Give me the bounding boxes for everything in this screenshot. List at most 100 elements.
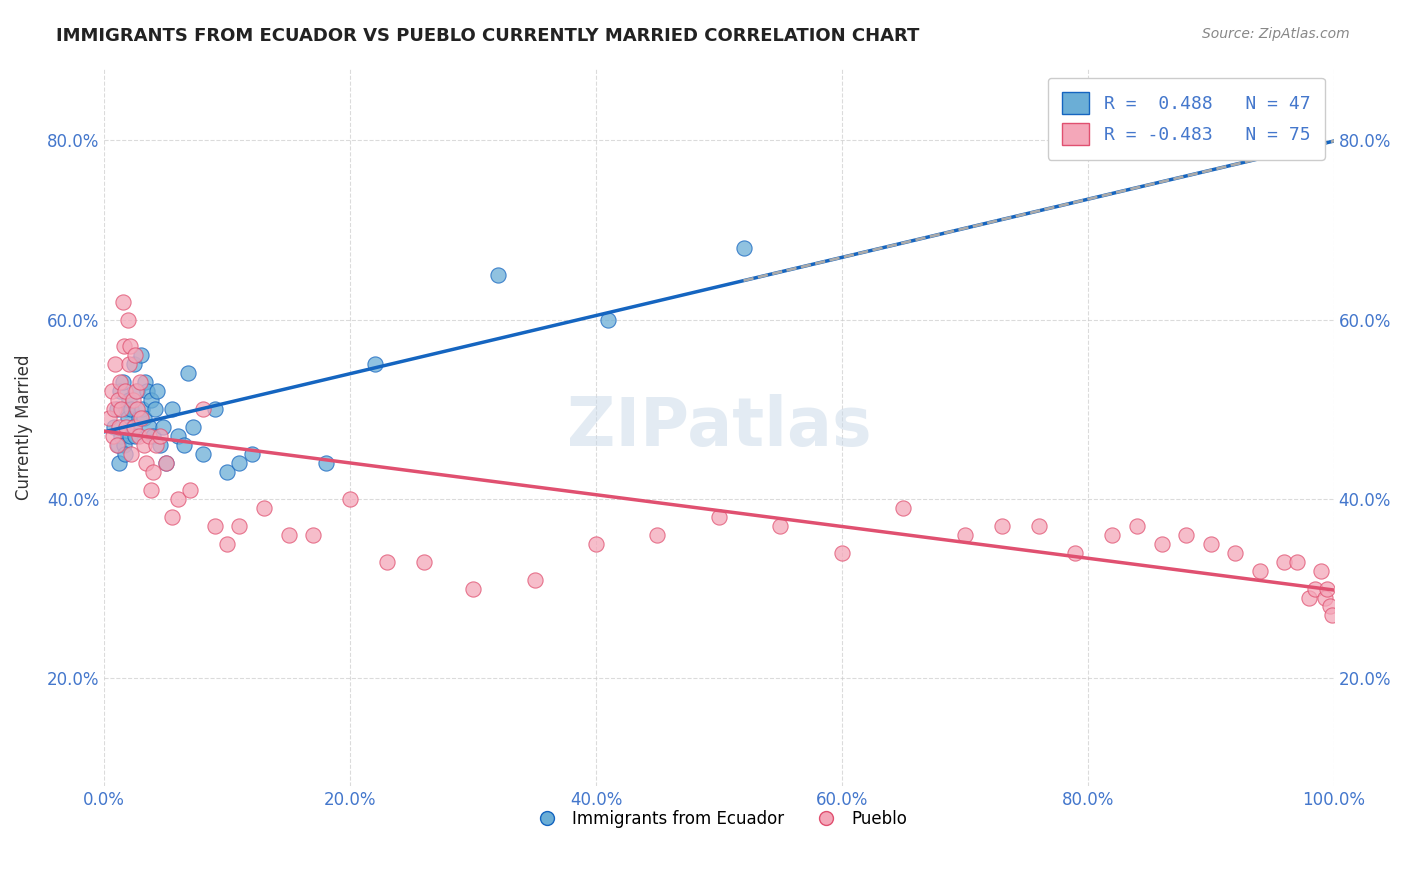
Point: [128, 411, 150, 425]
Point: [1249, 564, 1271, 578]
Point: [204, 402, 226, 417]
Point: [990, 518, 1012, 533]
Point: [115, 402, 138, 417]
Point: [120, 339, 142, 353]
Point: [136, 384, 159, 399]
Point: [142, 429, 165, 443]
Point: [228, 456, 250, 470]
Point: [120, 429, 142, 443]
Text: ZIPatlas: ZIPatlas: [567, 394, 872, 460]
Text: IMMIGRANTS FROM ECUADOR VS PUEBLO CURRENTLY MARRIED CORRELATION CHART: IMMIGRANTS FROM ECUADOR VS PUEBLO CURREN…: [56, 27, 920, 45]
Point: [103, 420, 125, 434]
Point: [1126, 518, 1149, 533]
Point: [152, 420, 174, 434]
Point: [107, 393, 129, 408]
Point: [953, 527, 976, 541]
Point: [121, 393, 143, 408]
Point: [104, 358, 127, 372]
Point: [167, 491, 190, 506]
Point: [177, 367, 200, 381]
Point: [98, 411, 121, 425]
Point: [181, 420, 204, 434]
Point: [108, 420, 131, 434]
Point: [1303, 582, 1326, 596]
Point: [114, 447, 136, 461]
Point: [1150, 537, 1173, 551]
Point: [134, 376, 156, 390]
Point: [1028, 518, 1050, 533]
Point: [125, 384, 148, 399]
Point: [707, 509, 730, 524]
Point: [167, 429, 190, 443]
Point: [1274, 555, 1296, 569]
Point: [240, 447, 263, 461]
Point: [139, 393, 162, 408]
Point: [486, 268, 509, 282]
Point: [110, 376, 132, 390]
Point: [127, 402, 149, 417]
Point: [117, 312, 139, 326]
Point: [112, 339, 135, 353]
Point: [129, 411, 152, 425]
Point: [110, 402, 132, 417]
Point: [1316, 582, 1339, 596]
Point: [160, 402, 183, 417]
Point: [118, 358, 141, 372]
Point: [412, 555, 434, 569]
Point: [138, 429, 160, 443]
Point: [277, 527, 299, 541]
Point: [160, 509, 183, 524]
Point: [101, 429, 124, 443]
Point: [108, 456, 131, 470]
Point: [1298, 591, 1320, 605]
Point: [135, 456, 157, 470]
Point: [375, 555, 398, 569]
Point: [145, 438, 167, 452]
Point: [1310, 564, 1333, 578]
Point: [128, 429, 150, 443]
Point: [107, 438, 129, 452]
Point: [132, 438, 155, 452]
Point: [1225, 546, 1247, 560]
Point: [100, 384, 122, 399]
Legend: Immigrants from Ecuador, Pueblo: Immigrants from Ecuador, Pueblo: [524, 804, 914, 835]
Point: [769, 518, 792, 533]
Point: [148, 429, 170, 443]
Point: [191, 447, 214, 461]
Point: [105, 438, 128, 452]
Point: [111, 376, 134, 390]
Point: [120, 447, 142, 461]
Point: [103, 402, 125, 417]
Point: [364, 358, 387, 372]
Point: [891, 500, 914, 515]
Point: [1064, 546, 1087, 560]
Point: [148, 438, 170, 452]
Point: [1319, 599, 1341, 614]
Point: [138, 420, 160, 434]
Point: [1199, 537, 1222, 551]
Point: [139, 483, 162, 497]
Point: [132, 411, 155, 425]
Point: [142, 465, 165, 479]
Point: [127, 384, 149, 399]
Point: [831, 546, 853, 560]
Point: [217, 465, 239, 479]
Point: [461, 582, 484, 596]
Point: [105, 402, 128, 417]
Y-axis label: Currently Married: Currently Married: [15, 354, 32, 500]
Point: [112, 438, 135, 452]
Point: [122, 420, 145, 434]
Point: [733, 241, 755, 255]
Point: [122, 358, 145, 372]
Point: [114, 384, 136, 399]
Point: [1101, 527, 1123, 541]
Point: [110, 384, 132, 399]
Point: [217, 537, 239, 551]
Text: Source: ZipAtlas.com: Source: ZipAtlas.com: [1202, 27, 1350, 41]
Point: [647, 527, 669, 541]
Point: [124, 348, 146, 362]
Point: [118, 393, 141, 408]
Point: [111, 294, 134, 309]
Point: [143, 402, 166, 417]
Point: [1285, 555, 1308, 569]
